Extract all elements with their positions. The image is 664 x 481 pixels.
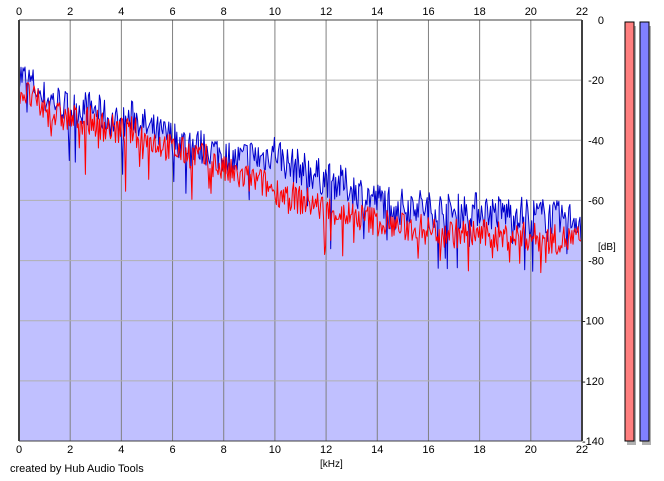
y-tick-label: 0 (598, 15, 604, 27)
x-tick-label-bottom: 22 (576, 444, 588, 456)
axis-frame (18, 19, 583, 442)
credit-text: created by Hub Audio Tools (10, 463, 144, 475)
y-axis-unit-label: [dB] (598, 242, 616, 253)
x-tick-label-top: 0 (16, 6, 22, 18)
x-tick-label-top: 10 (269, 6, 281, 18)
x-tick-label-top: 14 (371, 6, 383, 18)
x-tick-label-top: 20 (525, 6, 537, 18)
x-tick-label-top: 2 (67, 6, 73, 18)
spectrum-fill-layer (19, 67, 582, 441)
level-meters (624, 21, 651, 445)
x-tick-label-bottom: 16 (422, 444, 434, 456)
x-tick-label-bottom: 6 (169, 444, 175, 456)
level-meter-bar (639, 21, 650, 442)
level-meter-bar (624, 21, 635, 442)
x-tick-label-bottom: 14 (371, 444, 383, 456)
x-tick-label-top: 4 (118, 6, 124, 18)
x-tick-label-top: 12 (320, 6, 332, 18)
x-tick-label-bottom: 20 (525, 444, 537, 456)
y-tick-label: -20 (588, 75, 604, 87)
spectrum-area-fill (19, 67, 582, 441)
x-tick-label-top: 6 (169, 6, 175, 18)
x-tick-label-bottom: 12 (320, 444, 332, 456)
y-tick-label: -140 (582, 436, 604, 448)
x-tick-label-bottom: 2 (67, 444, 73, 456)
x-tick-label-bottom: 8 (221, 444, 227, 456)
y-tick-label: -80 (588, 256, 604, 268)
x-tick-label-bottom: 18 (474, 444, 486, 456)
y-tick-label: -100 (582, 316, 604, 328)
x-tick-label-top: 8 (221, 6, 227, 18)
x-tick-label-top: 18 (474, 6, 486, 18)
series-lines (18, 66, 583, 274)
y-tick-label: -40 (588, 135, 604, 147)
y-tick-labels: 0 -20 -40 -60 -80 -100 -120 -140 (582, 15, 604, 448)
y-tick-label: -120 (582, 376, 604, 388)
x-tick-label-bottom: 4 (118, 444, 124, 456)
y-tick-label: -60 (588, 195, 604, 207)
x-tick-label-top: 22 (576, 6, 588, 18)
x-tick-label-bottom: 0 (16, 444, 22, 456)
series-line-red (18, 82, 583, 274)
x-tick-label-bottom: 10 (269, 444, 281, 456)
x-tick-label-top: 16 (422, 6, 434, 18)
x-axis-unit-label: [kHz] (320, 459, 343, 470)
